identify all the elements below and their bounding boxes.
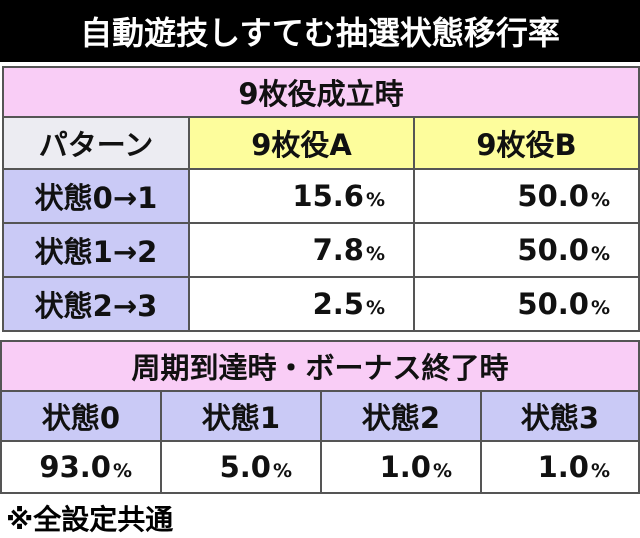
unit: % [590,243,610,265]
row-header: 状態0→1 [2,168,190,224]
row-header: 状態2→3 [2,276,190,332]
column-header: 状態2 [320,390,482,442]
unit: % [590,460,610,482]
column-header: 状態3 [480,390,640,442]
table-title: 周期到達時・ボーナス終了時 [0,340,640,392]
value: 1.0 [537,450,589,484]
title: 自動遊技しすてむ抽選状態移行率 [0,0,640,62]
value: 50.0 [517,179,589,213]
cell: 1.0% [320,440,482,494]
column-header: 状態1 [160,390,322,442]
cell: 15.6% [188,168,415,224]
table-title: 9枚役成立時 [2,66,640,118]
column-header: 9枚役B [413,116,640,170]
unit: % [272,460,292,482]
column-header: パターン [2,116,190,170]
cell: 7.8% [188,222,415,278]
value: 50.0 [517,233,589,267]
unit: % [112,460,132,482]
cell: 5.0% [160,440,322,494]
unit: % [365,189,385,211]
footer-note: ※全設定共通 [6,503,174,536]
value: 93.0 [39,450,111,484]
value: 5.0 [219,450,271,484]
column-header: 9枚役A [188,116,415,170]
cell: 2.5% [188,276,415,332]
value: 7.8 [312,233,364,267]
value: 50.0 [517,287,589,321]
unit: % [365,297,385,319]
cell: 1.0% [480,440,640,494]
value: 1.0 [379,450,431,484]
cell: 93.0% [0,440,162,494]
value: 15.6 [292,179,364,213]
row-header: 状態1→2 [2,222,190,278]
cell: 50.0% [413,222,640,278]
column-header: 状態0 [0,390,162,442]
value: 2.5 [312,287,364,321]
cell: 50.0% [413,276,640,332]
unit: % [590,189,610,211]
cell: 50.0% [413,168,640,224]
unit: % [365,243,385,265]
unit: % [432,460,452,482]
unit: % [590,297,610,319]
